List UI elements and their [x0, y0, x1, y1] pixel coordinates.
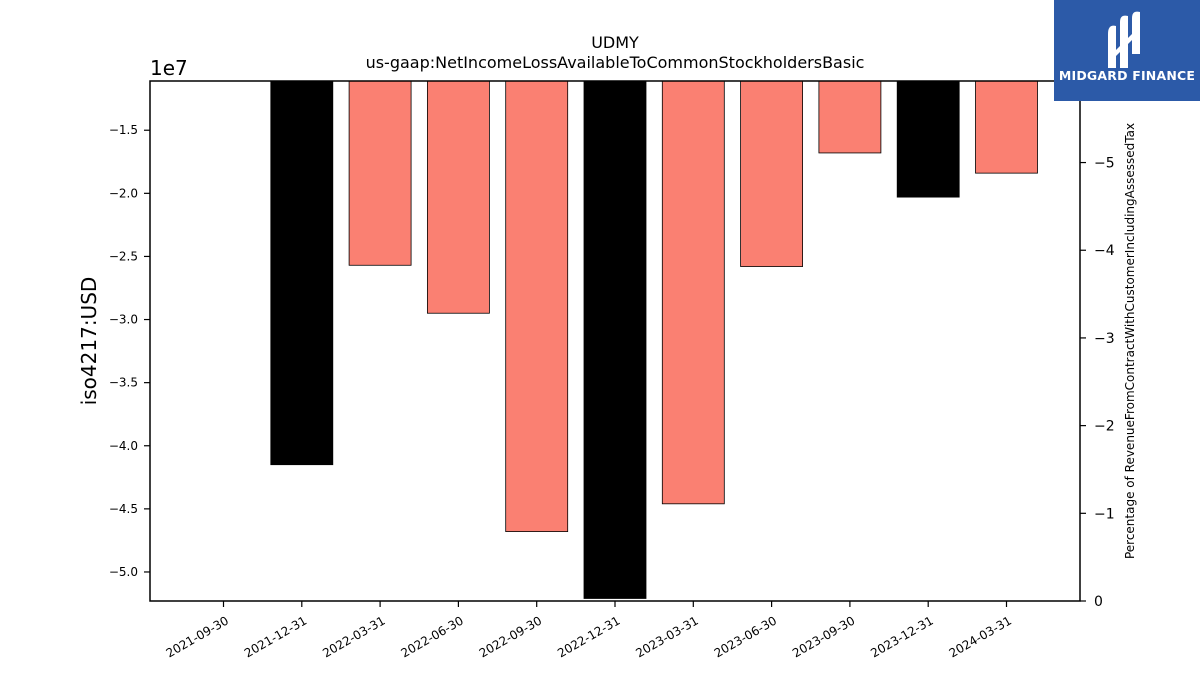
- chart-subtitle: us-gaap:NetIncomeLossAvailableToCommonSt…: [366, 53, 865, 72]
- y2-tick-label: −3: [1094, 331, 1115, 347]
- x-tick-label: 2023-12-31: [868, 613, 935, 660]
- bar: [975, 80, 1038, 174]
- y-tick-label: −3.5: [109, 376, 138, 390]
- y2-tick-label: 0: [1094, 594, 1103, 610]
- bar: [583, 80, 647, 599]
- bar: [426, 80, 490, 314]
- bar: [505, 80, 569, 532]
- bar: [896, 80, 960, 198]
- y2-tick-label: −1: [1094, 506, 1115, 522]
- x-tick-label: 2024-03-31: [947, 613, 1014, 660]
- chart-title: UDMY: [591, 33, 639, 52]
- y2-tick-label: −2: [1094, 419, 1115, 435]
- bar: [740, 80, 803, 267]
- bar: [270, 80, 334, 466]
- x-tick-label: 2021-09-30: [164, 613, 231, 660]
- x-tick-label: 2022-09-30: [477, 613, 544, 660]
- plot-frame: [149, 80, 1081, 602]
- y-tick-label: −4.0: [109, 439, 138, 453]
- x-tick-label: 2023-03-31: [633, 613, 700, 660]
- brand-name: MIDGARD FINANCE: [1058, 68, 1196, 83]
- x-tick-label: 2022-03-31: [320, 613, 387, 660]
- y-axis: −1.5 −2.0 −2.5 −3.0 −3.5 −4.0 −4.5 −5.0: [109, 123, 150, 579]
- x-tick-label: 2022-12-31: [555, 613, 622, 660]
- y-tick-label: −5.0: [109, 565, 138, 579]
- y-tick-label: −4.5: [109, 502, 138, 516]
- bar: [818, 80, 882, 154]
- y-tick-label: −1.5: [109, 123, 138, 137]
- bars-group: [270, 80, 1038, 599]
- x-tick-label: 2022-06-30: [398, 613, 465, 660]
- y-tick-label: −3.0: [109, 313, 138, 327]
- x-tick-label: 2023-06-30: [712, 613, 779, 660]
- y2-tick-label: −5: [1094, 156, 1115, 172]
- y-axis-label: iso4217:USD: [77, 277, 101, 406]
- x-tick-label: 2023-09-30: [790, 613, 857, 660]
- bar: [348, 80, 412, 266]
- x-tick-label: 2021-12-31: [242, 613, 309, 660]
- y-offset-label: 1e7: [150, 56, 188, 80]
- y-tick-label: −2.5: [109, 249, 138, 263]
- bar: [661, 80, 725, 505]
- y2-tick-label: −4: [1094, 243, 1115, 259]
- x-axis: 2021-09-30 2021-12-31 2022-03-31 2022-06-30…: [164, 601, 1014, 660]
- y-tick-label: −2.0: [109, 186, 138, 200]
- brand-mark-icon: [1108, 11, 1140, 69]
- brand-logo: MIDGARD FINANCE: [1054, 0, 1200, 101]
- y2-axis-label: Percentage of RevenueFromContractWithCus…: [1123, 123, 1137, 559]
- y2-axis: 0 −1 −2 −3 −4 −5: [1080, 156, 1115, 610]
